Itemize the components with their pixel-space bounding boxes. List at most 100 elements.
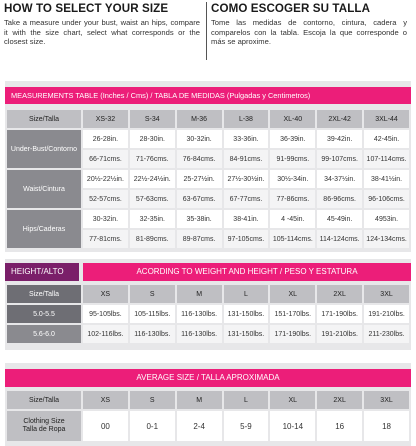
inches-cell: 38-41in. bbox=[223, 210, 269, 228]
measurements-title-band: MEASUREMENTS TABLE (Inches / Cms) / TABL… bbox=[5, 87, 411, 104]
inches-cell: 39-42in. bbox=[317, 130, 363, 148]
inches-cell: 45-49in. bbox=[317, 210, 363, 228]
measurements-title: MEASUREMENTS TABLE (Inches / Cms) / TABL… bbox=[11, 91, 311, 100]
intro-section: HOW TO SELECT YOUR SIZE Take a measure u… bbox=[0, 0, 416, 62]
cms-cell: 71-76cms. bbox=[129, 150, 175, 168]
measurements-header-row: Size/Talla XS-32 S-34 M-36 L-38 XL-40 2X… bbox=[7, 110, 409, 128]
inches-cell: 34-37½in. bbox=[317, 170, 363, 188]
inches-cell: 30-32in. bbox=[176, 130, 222, 148]
inches-cell: 27½-30½in. bbox=[223, 170, 269, 188]
cms-cell: 52-57cms. bbox=[83, 190, 128, 208]
intro-es-title: COMO ESCOGER SU TALLA bbox=[211, 2, 371, 15]
intro-spanish: COMO ESCOGER SU TALLA Tome las medidas d… bbox=[211, 2, 407, 47]
cms-cell: 84-91cms. bbox=[223, 150, 269, 168]
intro-divider bbox=[206, 2, 207, 60]
cms-cell: 57-63cms. bbox=[129, 190, 175, 208]
height-label: HEIGHT/ALTO bbox=[5, 263, 79, 281]
cms-cell: 67-77cms. bbox=[223, 190, 269, 208]
height-size-label: Size/Talla bbox=[7, 285, 81, 303]
average-size-panel: AVERAGE SIZE / TALLA APROXIMADA Size/Tal… bbox=[5, 363, 411, 446]
inches-cell: 30½-34in. bbox=[270, 170, 316, 188]
inches-cell: 20½-22½in. bbox=[83, 170, 128, 188]
cms-cell: 99-107cms. bbox=[317, 150, 363, 168]
clothing-size-cell: 0-1 bbox=[129, 411, 175, 441]
table-row: 66-71cms. 71-76cms. 76-84cms. 84-91cms. … bbox=[7, 150, 409, 168]
clothing-size-cell: 10-14 bbox=[270, 411, 316, 441]
size-header: 3XL bbox=[364, 391, 409, 409]
height-row-label: 5.6-6.0 bbox=[7, 325, 81, 343]
row-label-hips: Hips/Caderas bbox=[7, 210, 81, 248]
cms-cell: 89-87cms. bbox=[176, 230, 222, 248]
cms-cell: 105-114cms. bbox=[270, 230, 316, 248]
inches-cell: 22½-24½in. bbox=[129, 170, 175, 188]
size-header: 3XL bbox=[364, 285, 409, 303]
inches-cell: 30-32in. bbox=[83, 210, 128, 228]
weight-cell: 211-230lbs. bbox=[364, 325, 409, 343]
table-row: 5.6-6.0 102-116lbs. 116-130lbs. 116-130l… bbox=[7, 325, 409, 343]
cms-cell: 124-134cms. bbox=[364, 230, 409, 248]
clothing-size-cell: 2-4 bbox=[176, 411, 222, 441]
height-header-row: Size/Talla XS S M L XL 2XL 3XL bbox=[7, 285, 409, 303]
cms-cell: 77-81cms. bbox=[83, 230, 128, 248]
cms-cell: 107-114cms. bbox=[364, 150, 409, 168]
cms-cell: 76-84cms. bbox=[176, 150, 222, 168]
size-header: M-36 bbox=[176, 110, 222, 128]
weight-cell: 151-170lbs. bbox=[270, 305, 316, 323]
inches-cell: 38-41½in. bbox=[364, 170, 409, 188]
table-row: Clothing Size Talla de Ropa 00 0-1 2-4 5… bbox=[7, 411, 409, 441]
cms-cell: 97-105cms. bbox=[223, 230, 269, 248]
clothing-size-cell: 16 bbox=[317, 411, 363, 441]
size-header: 2XL bbox=[317, 391, 363, 409]
measurements-panel: MEASUREMENTS TABLE (Inches / Cms) / TABL… bbox=[5, 81, 411, 252]
weight-cell: 116-130lbs. bbox=[176, 325, 222, 343]
size-header: M bbox=[176, 285, 222, 303]
intro-en-title: HOW TO SELECT YOUR SIZE bbox=[4, 2, 169, 15]
cms-cell: 96-106cms. bbox=[364, 190, 409, 208]
size-header: L bbox=[223, 391, 269, 409]
inches-cell: 28-30in. bbox=[129, 130, 175, 148]
size-header: L bbox=[223, 285, 269, 303]
measurements-table: Size/Talla XS-32 S-34 M-36 L-38 XL-40 2X… bbox=[5, 108, 411, 250]
table-row: 52-57cms. 57-63cms. 63-67cms. 67-77cms. … bbox=[7, 190, 409, 208]
cms-cell: 66-71cms. bbox=[83, 150, 128, 168]
height-weight-panel: HEIGHT/ALTO ACORDING TO WEIGHT AND HEIGH… bbox=[5, 259, 411, 350]
average-size-label: Size/Talla bbox=[7, 391, 81, 409]
table-row: 5.0-5.5 95-105lbs. 105-115lbs. 116-130lb… bbox=[7, 305, 409, 323]
size-header: S bbox=[129, 285, 175, 303]
clothing-size-label: Clothing Size Talla de Ropa bbox=[7, 411, 81, 441]
size-header: XS-32 bbox=[83, 110, 128, 128]
size-header: XS bbox=[83, 285, 128, 303]
height-weight-table: Size/Talla XS S M L XL 2XL 3XL 5.0-5.5 9… bbox=[5, 283, 411, 345]
weight-cell: 116-130lbs. bbox=[129, 325, 175, 343]
table-row: Hips/Caderas 30-32in. 32-35in. 35-38in. … bbox=[7, 210, 409, 248]
clothing-size-cell: 18 bbox=[364, 411, 409, 441]
inches-cell: 33-36in. bbox=[223, 130, 269, 148]
row-label-waist: Waist/Cintura bbox=[7, 170, 81, 208]
size-header: XS bbox=[83, 391, 128, 409]
weight-cell: 116-130lbs. bbox=[176, 305, 222, 323]
intro-es-text: Tome las medidas de contorno, cintura, c… bbox=[211, 18, 407, 47]
size-header: XL-40 bbox=[270, 110, 316, 128]
inches-cell: 25-27½in. bbox=[176, 170, 222, 188]
clothing-size-cell: 5-9 bbox=[223, 411, 269, 441]
size-header: XL bbox=[270, 391, 316, 409]
weight-cell: 102-116lbs. bbox=[83, 325, 128, 343]
size-header: M bbox=[176, 391, 222, 409]
weight-cell: 191-210lbs. bbox=[364, 305, 409, 323]
table-row: Under-Bust/Contorno 26-28in. 28-30in. 30… bbox=[7, 130, 409, 168]
clothing-size-label-en: Clothing Size bbox=[23, 418, 65, 425]
cms-cell: 91-99cms. bbox=[270, 150, 316, 168]
table-row: Waist/Cintura 20½-22½in. 22½-24½in. 25-2… bbox=[7, 170, 409, 208]
inches-cell: 26-28in. bbox=[83, 130, 128, 148]
size-header: 3XL-44 bbox=[364, 110, 409, 128]
intro-en-text: Take a measure under your bust, waist an… bbox=[4, 18, 200, 47]
weight-cell: 171-190lbs. bbox=[317, 305, 363, 323]
inches-cell: 36-39in. bbox=[270, 130, 316, 148]
cms-cell: 81-89cms. bbox=[129, 230, 175, 248]
cms-cell: 114-124cms. bbox=[317, 230, 363, 248]
size-header: S bbox=[129, 391, 175, 409]
size-header: 2XL-42 bbox=[317, 110, 363, 128]
inches-cell: 4 -45in. bbox=[270, 210, 316, 228]
average-size-table: Size/Talla XS S M L XL 2XL 3XL Clothing … bbox=[5, 389, 411, 443]
weight-cell: 171-190lbs. bbox=[270, 325, 316, 343]
